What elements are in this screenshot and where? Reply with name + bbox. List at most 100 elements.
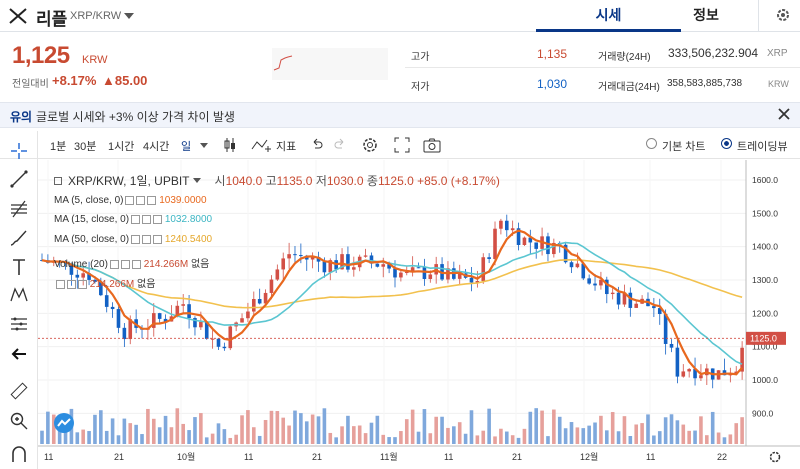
candle-body <box>622 292 627 305</box>
candle-body <box>204 321 209 339</box>
interval-4h[interactable]: 4시간 <box>143 141 170 153</box>
chevron-down-icon[interactable] <box>200 143 208 148</box>
change-amount: ▲85.00 <box>102 73 148 88</box>
candle-body <box>116 309 121 328</box>
pattern-icon[interactable] <box>9 285 29 305</box>
undo-icon[interactable] <box>310 138 324 152</box>
volume-bar <box>510 435 515 444</box>
volume-bar <box>740 417 744 444</box>
redo-icon[interactable] <box>333 138 347 152</box>
volume-bar <box>610 412 615 444</box>
price-chart[interactable]: 1600.0 1500.0 1400.0 1300.0 1200.0 1100.0 1000… <box>38 160 800 469</box>
open-value: 1040.0 <box>225 174 263 188</box>
candle-body <box>563 244 568 263</box>
magnet-icon[interactable] <box>9 444 29 464</box>
radio-basic-chart[interactable] <box>646 138 657 149</box>
volume-bar <box>657 431 662 444</box>
candle-body <box>669 343 674 348</box>
legend-ma50[interactable]: MA (50, close, 0) 1240.5400 <box>54 234 212 245</box>
volume-bar <box>616 431 621 444</box>
measure-icon[interactable] <box>9 314 29 334</box>
y-tick-label: 1200.0 <box>752 308 778 318</box>
candle-body <box>699 375 703 379</box>
candle-body <box>605 279 609 295</box>
collapse-icon[interactable] <box>54 177 62 185</box>
indicator-button[interactable]: 지표 <box>276 141 297 153</box>
volume-bar <box>240 415 244 444</box>
text-icon[interactable] <box>9 257 29 277</box>
volume-bar <box>734 423 739 444</box>
legend-volume-ma[interactable]: 214.266M 없음 <box>54 275 155 290</box>
settings-icon[interactable] <box>361 136 379 154</box>
candle-body <box>569 262 574 268</box>
candle-body <box>199 321 203 328</box>
tradingview-label[interactable]: 트레이딩뷰 <box>737 141 788 153</box>
candle-body <box>693 369 697 379</box>
fullscreen-icon[interactable] <box>394 137 410 153</box>
candle-type-icon[interactable] <box>222 137 238 153</box>
y-tick-label: 1100.0 <box>752 342 778 352</box>
y-tick-label: 1600.0 <box>752 175 778 185</box>
volume-bar <box>534 408 538 444</box>
indicator-icon[interactable] <box>251 137 273 153</box>
interval-30m[interactable]: 30분 <box>74 141 97 153</box>
legend-volume[interactable]: Volume (20) 214.266M 없음 <box>54 255 209 270</box>
volume-bar <box>340 426 344 444</box>
interval-1h[interactable]: 1시간 <box>108 141 135 153</box>
volume-bar <box>234 434 238 444</box>
volume-bar <box>163 415 168 444</box>
candle-body <box>428 274 433 279</box>
volume-bar <box>552 409 556 444</box>
tab-price[interactable]: 시세 <box>536 0 681 32</box>
candle-body <box>493 228 497 259</box>
volume-bar <box>499 428 503 444</box>
interval-1m-label[interactable]: 1분 <box>50 141 67 153</box>
zoom-icon[interactable] <box>9 411 29 431</box>
sparkline <box>272 48 388 80</box>
ruler-icon[interactable] <box>9 381 29 401</box>
trendline-icon[interactable] <box>9 169 29 189</box>
legend-ma15[interactable]: MA (15, close, 0) 1032.8000 <box>54 214 212 225</box>
volume-bar <box>193 417 197 444</box>
brush-icon[interactable] <box>9 228 29 248</box>
candle-body <box>210 338 215 340</box>
volume-bar <box>640 423 644 444</box>
x-tick-label: 10월 <box>177 451 195 462</box>
volume-bar <box>452 426 456 444</box>
candle-body <box>552 242 556 255</box>
candle-body <box>634 303 639 308</box>
chevron-down-icon[interactable] <box>124 13 134 19</box>
volume-bar <box>675 420 680 444</box>
volume-bar <box>381 434 386 444</box>
candle-body <box>387 264 391 269</box>
legend-ma5[interactable]: MA (5, close, 0) 1039.0000 <box>54 195 207 206</box>
radio-tradingview[interactable] <box>721 138 732 149</box>
trade-amount-value: 358,583,885,738 <box>667 78 743 89</box>
candle-body <box>369 255 374 264</box>
fib-icon[interactable] <box>9 199 29 219</box>
arrow-left-icon[interactable] <box>9 344 29 364</box>
interval-1d[interactable]: 일 <box>181 141 192 153</box>
volume-bar <box>81 429 85 444</box>
volume-bar <box>481 430 486 444</box>
volume-bar <box>187 430 191 444</box>
volume-bar <box>663 417 668 444</box>
candle-body <box>404 272 409 274</box>
candle-body <box>87 273 91 280</box>
basic-chart-label[interactable]: 기본 차트 <box>662 141 706 153</box>
crosshair-icon[interactable] <box>9 141 29 161</box>
volume-bar <box>128 423 133 444</box>
gear-icon[interactable] <box>768 450 782 464</box>
camera-icon[interactable] <box>423 137 441 153</box>
candle-body <box>628 292 633 308</box>
volume-bar <box>710 411 715 444</box>
close-icon[interactable] <box>776 106 792 122</box>
volume-bar <box>428 433 433 444</box>
gear-icon[interactable] <box>774 6 792 24</box>
chevron-down-icon[interactable] <box>192 178 201 183</box>
volume-bar <box>516 437 521 444</box>
volume-bar <box>87 431 91 444</box>
candle-body <box>275 269 280 280</box>
volume-bar <box>463 433 468 444</box>
tab-info[interactable]: 정보 <box>693 7 719 23</box>
